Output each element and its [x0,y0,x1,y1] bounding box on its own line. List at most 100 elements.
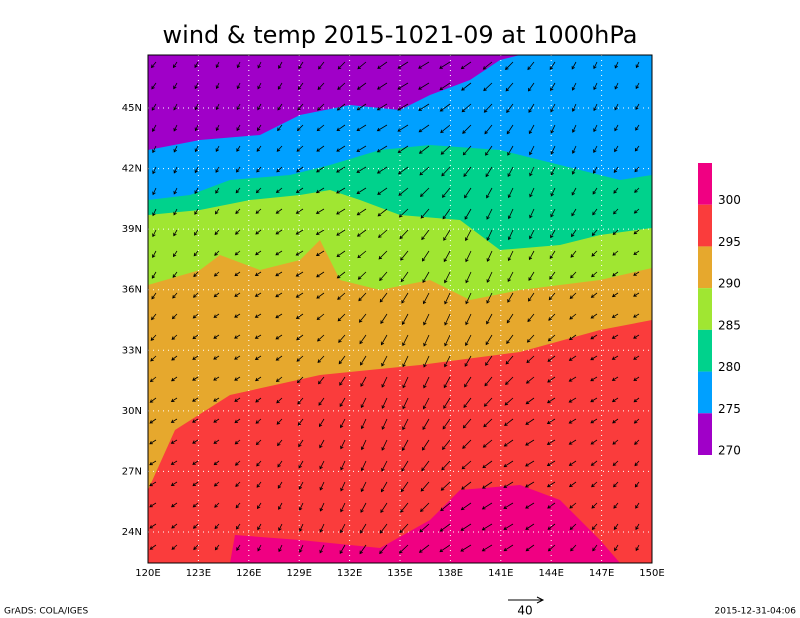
wind-arrow [377,208,388,217]
wind-arrow [571,61,577,70]
wind-arrow [633,313,640,318]
wind-arrow [549,250,556,259]
wind-arrow [569,334,577,341]
wind-arrow [192,523,199,529]
wind-arrow [568,460,577,466]
wind-arrow [298,460,304,469]
footer-left: GrADS: COLA/IGES [4,607,88,617]
wind-arrow [525,460,535,467]
wind-arrow [173,145,178,153]
wind-arrow [172,292,178,299]
wind-arrow [421,229,430,241]
wind-arrow [442,208,451,220]
wind-arrow [295,208,304,214]
wind-arrow [339,397,346,408]
wind-arrow [381,397,388,409]
wind-arrow [275,376,283,383]
wind-arrow [235,187,241,194]
wind-arrow [257,523,262,531]
wind-arrow [613,166,619,173]
wind-arrow [315,208,325,214]
wind-arrow [525,544,535,552]
wind-arrow [340,481,346,492]
wind-arrow [381,439,388,451]
wind-arrow [336,103,346,111]
wind-arrow [593,103,598,112]
wind-arrow [295,271,304,277]
wind-arrow [255,376,262,382]
wind-arrow [295,187,304,193]
wind-arrow [444,355,451,368]
wind-arrow [254,355,262,360]
wind-arrow [613,208,619,215]
wind-arrow [152,187,157,196]
wind-arrow [464,208,472,220]
wind-arrow [213,418,220,423]
lon-label: 138E [438,568,463,579]
wind-arrow [422,250,430,262]
wind-arrow [255,397,262,403]
wind-arrow [503,523,514,530]
wind-arrow [319,544,325,554]
wind-arrow [507,292,514,303]
colorbar-label: 270 [718,444,741,458]
wind-arrow [171,313,178,320]
wind-arrow [461,82,472,91]
wind-arrow [507,187,514,199]
wind-arrow [275,187,283,194]
wind-arrow [192,292,199,298]
wind-arrow [213,481,220,487]
wind-arrow [571,166,577,175]
wind-arrow [257,82,262,90]
wind-arrow [421,460,430,472]
wind-arrow [381,376,388,388]
wind-arrow [317,334,325,342]
wind-arrow [377,187,388,195]
wind-arrow [465,229,472,242]
wind-arrow [254,334,262,339]
wind-arrow [149,418,157,424]
wind-arrow [257,124,262,132]
wind-arrow [485,166,493,178]
wind-arrow [504,397,514,406]
wind-arrow [525,376,535,384]
wind-arrow [315,250,325,257]
wind-arrow [340,439,346,450]
wind-arrow [234,271,241,277]
wind-arrow [507,208,514,220]
wind-arrow [439,61,451,69]
lat-label: 42N [122,164,142,175]
wind-arrow [503,439,514,447]
wind-arrow [398,544,409,554]
wind-arrow [318,376,325,385]
colorbar-swatch [698,204,712,247]
wind-arrow [236,145,241,152]
wind-arrow [277,103,283,111]
wind-arrow [193,544,199,551]
lon-label: 135E [387,568,412,579]
wind-arrow [592,166,598,174]
wind-arrow [254,313,262,318]
wind-arrow [550,208,556,218]
wind-arrow [356,145,367,152]
wind-arrow [505,355,514,365]
wind-arrow [360,481,367,493]
wind-arrow [173,124,178,132]
wind-arrow [236,166,241,173]
wind-arrow [296,376,304,384]
wind-arrow [360,376,367,387]
wind-arrow [277,439,283,447]
wind-arrow [336,187,346,194]
wind-arrow [484,376,493,387]
wind-arrow [171,523,178,529]
wind-arrow [529,208,535,219]
wind-arrow [149,502,157,508]
wind-arrow [568,355,577,361]
wind-arrow [234,250,241,256]
wind-arrow [633,355,640,360]
wind-arrow [590,439,598,445]
wind-arrow [152,229,157,238]
wind-arrow [634,481,640,488]
wind-arrow [357,271,367,280]
wind-arrow [213,271,220,277]
